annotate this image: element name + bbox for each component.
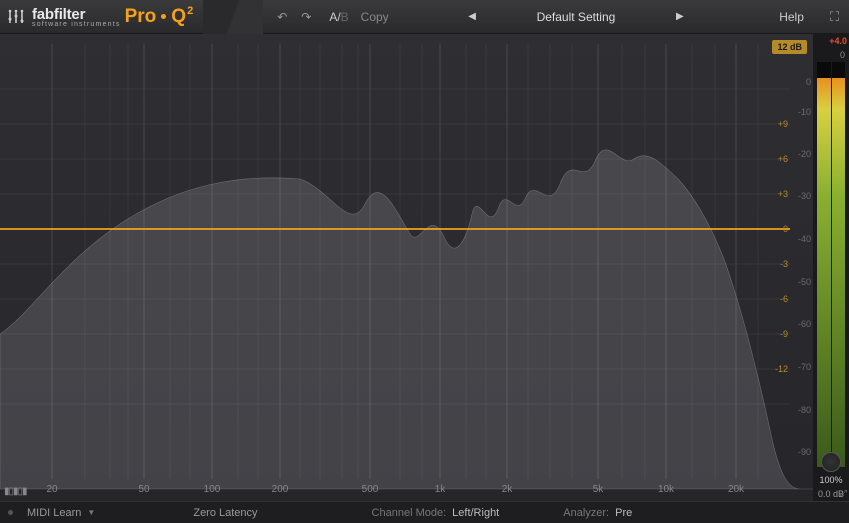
meter-bar-right [832,62,846,467]
svg-text:-9: -9 [780,329,788,339]
undo-redo-group: ↶ ↷ [263,10,325,24]
svg-text:50: 50 [138,484,150,495]
svg-text:0: 0 [806,77,811,87]
svg-text:-20: -20 [798,149,811,159]
logo-text-block: fabfilter software instruments [32,6,121,28]
svg-text:20: 20 [46,484,58,495]
preset-next-icon[interactable]: ▶ [676,11,684,22]
redo-icon[interactable]: ↷ [301,10,311,24]
channel-mode-selector[interactable]: Channel Mode: Left/Right [372,507,500,519]
undo-icon[interactable]: ↶ [277,10,287,24]
svg-text:1k: 1k [435,484,447,495]
meter-zero-label: 0 [840,50,845,60]
svg-text:200: 200 [272,484,289,495]
fullscreen-icon[interactable]: ⛶ [820,9,849,25]
svg-text:-30: -30 [798,191,811,201]
piano-roll-icon[interactable]: ▮▯▮▯▮ [4,486,27,497]
meter-peak-value[interactable]: +4.0 [829,36,847,46]
svg-text:-10: -10 [798,107,811,117]
svg-text:-3: -3 [780,259,788,269]
output-gain-knob[interactable]: 100% [813,452,849,485]
preset-selector: ◀ Default Setting ▶ [389,10,764,24]
svg-text:+3: +3 [778,189,788,199]
dot-icon [161,14,166,19]
svg-text:-12: -12 [775,364,788,374]
meter-bar-left [817,62,831,467]
display-range-badge[interactable]: 12 dB [772,40,807,54]
eq-svg: 20501002005001k2k5k10k20k +9+6+30-3-6-9-… [0,34,813,501]
midi-learn-button[interactable]: MIDI Learn▼ [27,507,95,519]
logo-block: fabfilter software instruments Pro Q 2 [0,0,203,33]
svg-text:+6: +6 [778,154,788,164]
eq-graph[interactable]: 20501002005001k2k5k10k20k +9+6+30-3-6-9-… [0,34,813,501]
topbar-divider [203,0,263,34]
svg-text:10k: 10k [658,484,675,495]
bottom-bar: MIDI Learn▼ Zero Latency Channel Mode: L… [0,501,849,523]
svg-text:-70: -70 [798,362,811,372]
svg-text:2k: 2k [502,484,514,495]
svg-text:-50: -50 [798,277,811,287]
spectrum-curve [0,150,813,489]
svg-text:5k: 5k [593,484,605,495]
meter-expand-icon[interactable]: ⤢ [840,488,847,499]
brand-subtitle: software instruments [32,21,121,28]
preset-prev-icon[interactable]: ◀ [468,11,476,22]
output-meter: +4.0 0 100% 0.0 dB ⤢ [813,34,849,501]
logo-icon [6,7,26,27]
svg-text:-80: -80 [798,405,811,415]
status-dot-icon [8,510,13,515]
preset-name[interactable]: Default Setting [516,10,636,24]
svg-text:0: 0 [783,224,788,234]
svg-text:-60: -60 [798,319,811,329]
meter-bars [817,62,845,467]
top-bar: fabfilter software instruments Pro Q 2 ↶… [0,0,849,34]
brand-name: fabfilter [32,6,85,23]
svg-text:500: 500 [362,484,379,495]
svg-text:-40: -40 [798,234,811,244]
svg-text:20k: 20k [728,484,745,495]
copy-button[interactable]: Copy [361,10,389,24]
svg-text:-6: -6 [780,294,788,304]
chevron-down-icon: ▼ [87,508,95,517]
svg-text:100: 100 [204,484,221,495]
analyzer-mode-selector[interactable]: Analyzer: Pre [563,507,632,519]
svg-text:+9: +9 [778,119,788,129]
product-name: Pro Q 2 [125,6,194,28]
svg-text:-90: -90 [798,447,811,457]
ab-toggle[interactable]: A/B [325,10,352,24]
help-button[interactable]: Help [763,10,820,24]
latency-mode-button[interactable]: Zero Latency [193,507,257,519]
